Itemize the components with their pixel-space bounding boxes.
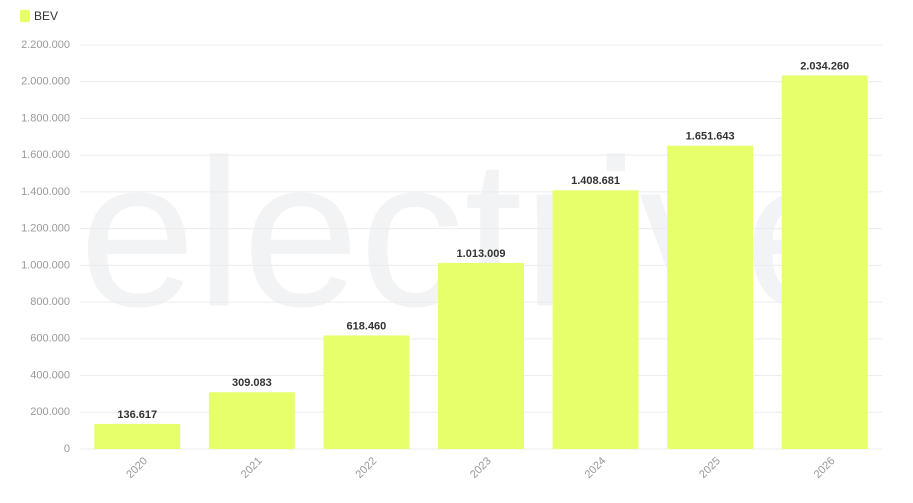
y-tick-label: 2.000.000 [21, 76, 70, 88]
value-label: 136.617 [117, 409, 157, 421]
bar [438, 262, 524, 449]
x-tick-label: 2020 [124, 455, 150, 481]
y-tick-label: 200.000 [30, 406, 70, 418]
y-tick-label: 1.600.000 [21, 149, 70, 161]
x-tick-label: 2021 [239, 455, 265, 481]
bar [781, 75, 868, 450]
y-tick-label: 1.000.000 [21, 259, 70, 271]
value-label: 1.408.681 [571, 175, 620, 187]
bar [667, 145, 754, 449]
value-label: 309.083 [232, 377, 272, 389]
legend-swatch [20, 10, 30, 22]
bar [94, 423, 181, 449]
y-tick-label: 1.400.000 [21, 186, 70, 198]
y-tick-label: 1.200.000 [21, 223, 70, 235]
x-tick-label: 2024 [583, 455, 609, 481]
bar [323, 335, 410, 449]
value-label: 1.013.009 [457, 248, 506, 260]
value-label: 1.651.643 [686, 131, 735, 143]
bar [208, 392, 295, 449]
x-tick-label: 2022 [353, 455, 379, 481]
y-tick-label: 400.000 [30, 369, 70, 381]
legend-label: BEV [34, 9, 58, 23]
value-label: 2.034.260 [800, 60, 849, 72]
y-tick-label: 1.800.000 [21, 112, 70, 124]
bar [552, 190, 639, 449]
y-tick-label: 600.000 [30, 333, 70, 345]
y-tick-label: 800.000 [30, 296, 70, 308]
y-tick-label: 2.200.000 [21, 39, 70, 51]
x-tick-label: 2023 [468, 455, 494, 481]
x-tick-label: 2025 [697, 455, 723, 481]
x-tick-label: 2026 [812, 455, 838, 481]
y-tick-label: 0 [64, 443, 70, 455]
value-label: 618.460 [347, 320, 387, 332]
